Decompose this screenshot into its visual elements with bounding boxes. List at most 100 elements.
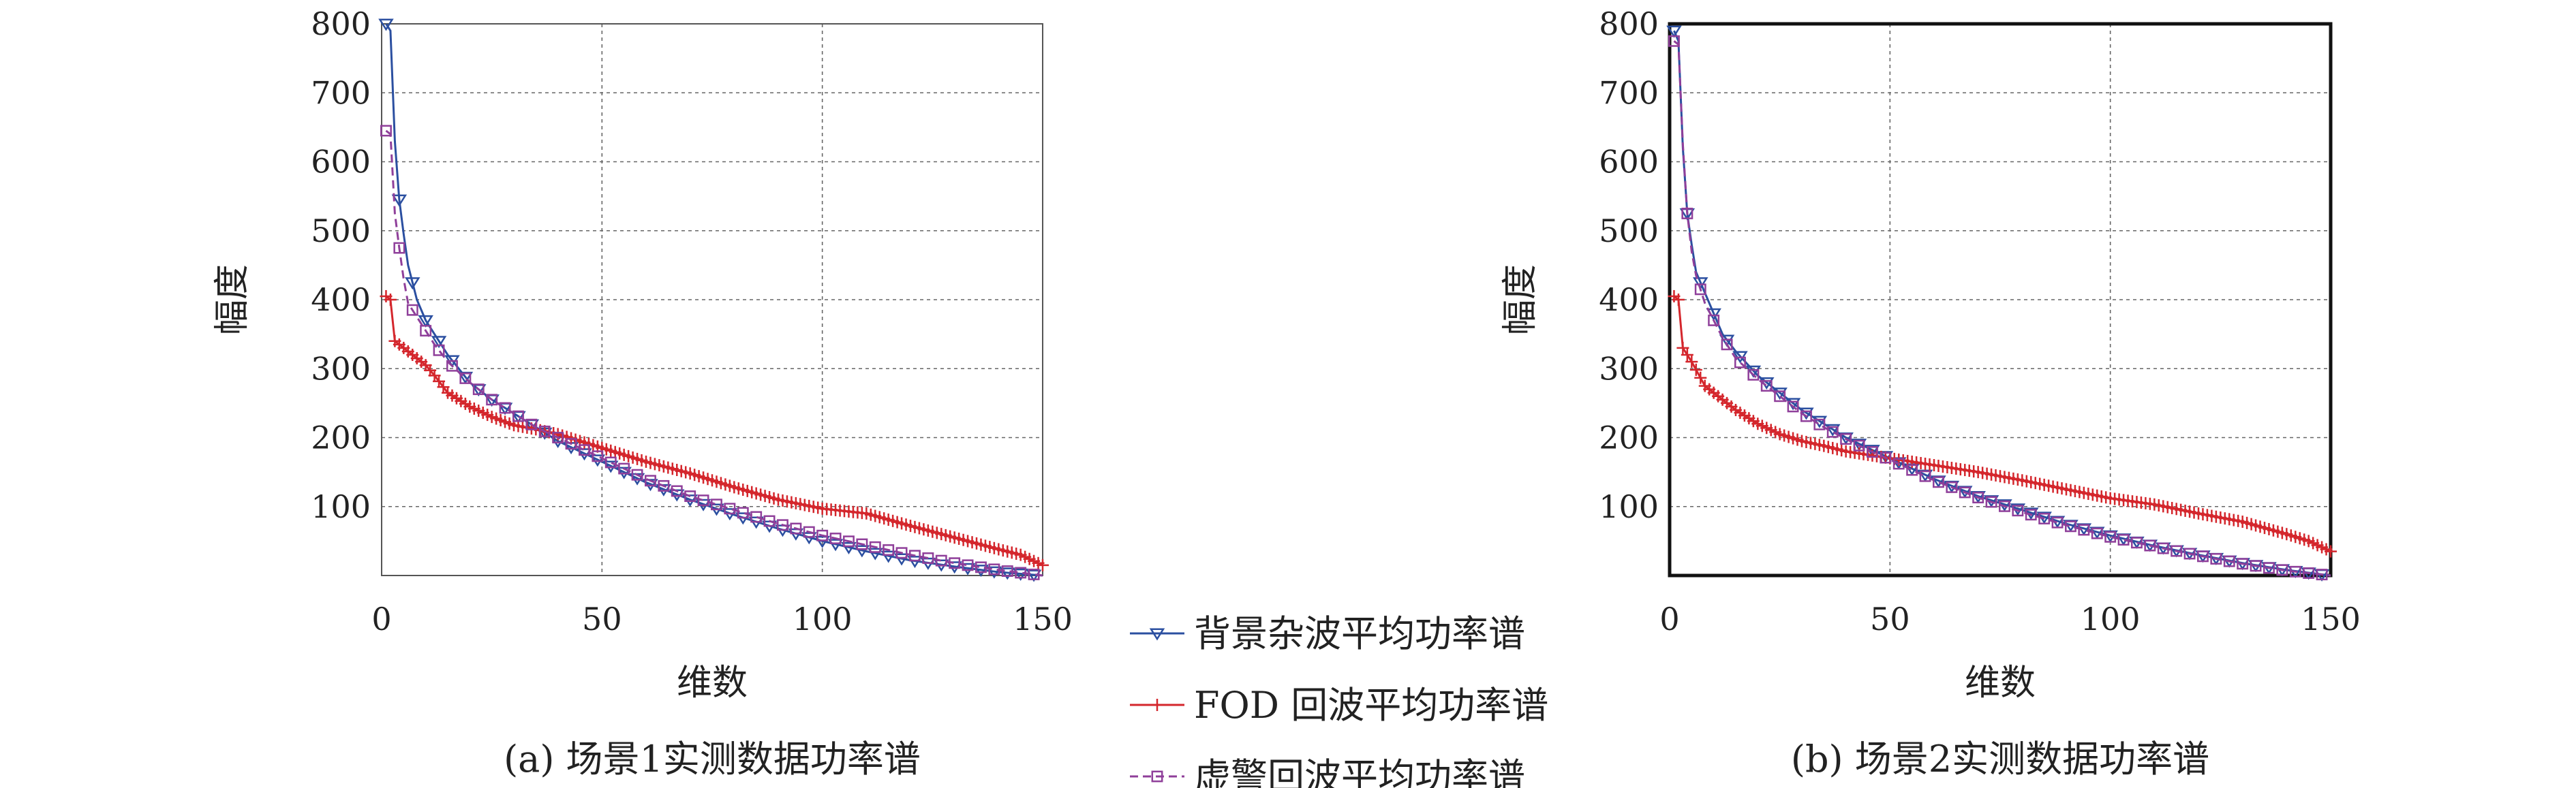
data-point-marker xyxy=(512,410,524,422)
legend-label: FOD 回波平均功率谱 xyxy=(1194,684,1548,727)
square-icon xyxy=(1151,770,1163,783)
series-line-2 xyxy=(385,295,1043,567)
y-axis-title: 幅度 xyxy=(1500,264,1541,335)
data-point-marker xyxy=(803,526,815,538)
data-point-marker xyxy=(2223,555,2235,567)
data-point-marker xyxy=(1851,439,1867,452)
data-point-marker xyxy=(962,559,974,571)
y-tick-label: 600 xyxy=(1599,144,1659,180)
y-tick-label: 700 xyxy=(1599,74,1659,111)
data-point-marker xyxy=(1880,452,1892,464)
plot-frame xyxy=(1668,22,2333,578)
data-point-marker xyxy=(1760,380,1773,392)
x-axis-title: 维数 xyxy=(1965,663,2036,704)
data-point-marker xyxy=(1985,496,1997,508)
data-point-marker xyxy=(1015,567,1027,579)
x-axis-title: 维数 xyxy=(677,663,748,704)
data-point-marker xyxy=(1685,356,1698,368)
data-point-marker xyxy=(880,550,896,563)
data-point-marker xyxy=(486,394,498,406)
data-point-marker xyxy=(1694,283,1706,296)
data-point-marker xyxy=(2157,542,2169,554)
data-point-marker xyxy=(750,511,763,523)
series-line-2 xyxy=(1673,295,2331,552)
data-point-marker xyxy=(854,545,870,558)
data-point-marker xyxy=(988,563,1000,576)
data-point-marker xyxy=(697,494,709,507)
data-point-marker xyxy=(895,547,908,559)
data-point-marker xyxy=(763,515,776,527)
x-tick-label: 100 xyxy=(793,601,853,637)
data-point-marker xyxy=(1734,356,1746,368)
panel-caption: (a) 场景1实测数据功率谱 xyxy=(504,738,921,781)
data-point-marker xyxy=(1933,476,1944,488)
x-tick-label: 0 xyxy=(371,601,391,637)
data-point-marker xyxy=(841,541,857,554)
data-point-marker xyxy=(592,450,604,462)
data-point-marker xyxy=(816,529,829,541)
y-tick-label: 600 xyxy=(311,144,371,180)
y-tick-label: 100 xyxy=(1599,488,1659,525)
data-point-marker xyxy=(538,425,551,437)
y-axis-title: 幅度 xyxy=(212,264,253,335)
data-point-marker xyxy=(737,507,749,519)
data-point-marker xyxy=(579,444,590,456)
triangle-down-icon xyxy=(1149,628,1165,641)
data-point-marker xyxy=(565,438,577,450)
y-tick-label: 200 xyxy=(1599,420,1659,456)
data-point-marker xyxy=(1867,446,1878,458)
data-point-marker xyxy=(909,550,921,562)
data-point-marker xyxy=(2197,550,2209,563)
data-point-marker xyxy=(814,535,830,548)
data-point-marker xyxy=(2117,534,2130,546)
data-point-marker xyxy=(949,557,961,569)
data-point-marker xyxy=(2171,545,2183,557)
data-point-marker xyxy=(1694,371,1707,384)
data-point-marker xyxy=(777,519,788,531)
y-tick-label: 800 xyxy=(1599,5,1659,42)
data-point-marker xyxy=(1681,207,1693,219)
data-point-marker xyxy=(1668,35,1680,47)
data-point-marker xyxy=(2078,524,2090,536)
data-point-marker xyxy=(1672,294,1685,306)
data-point-marker xyxy=(2325,545,2337,558)
data-point-marker xyxy=(1785,398,1801,411)
y-tick-label: 500 xyxy=(1599,212,1659,249)
data-point-marker xyxy=(724,503,736,515)
data-point-marker xyxy=(2025,509,2037,521)
data-point-marker xyxy=(883,544,895,556)
data-point-marker xyxy=(2210,553,2222,565)
x-tick-label: 50 xyxy=(582,601,622,637)
data-point-marker xyxy=(618,462,630,475)
data-point-marker xyxy=(1800,410,1812,422)
y-tick-label: 700 xyxy=(311,74,371,111)
data-point-marker xyxy=(1906,464,1918,476)
legend-label: 背景杂波平均功率谱 xyxy=(1194,612,1525,655)
y-tick-label: 200 xyxy=(311,420,371,456)
x-tick-label: 150 xyxy=(2301,601,2361,637)
data-point-marker xyxy=(393,242,405,254)
data-point-marker xyxy=(1747,368,1760,381)
data-point-marker xyxy=(843,535,855,548)
data-point-marker xyxy=(1825,424,1841,437)
data-point-marker xyxy=(1774,390,1786,403)
chart-panel-a: 0 50 100 150 100 200 300 400 500 600 700 800 维数 幅度 (a)… xyxy=(212,5,1073,781)
data-point-marker xyxy=(1892,458,1905,470)
data-point-marker xyxy=(2038,513,2051,524)
data-point-marker xyxy=(2263,562,2275,574)
series-markers-2 xyxy=(1668,289,2337,558)
series-markers-3 xyxy=(380,125,1040,580)
data-point-marker xyxy=(829,533,842,544)
chart-panel-b: 0 50 100 150 100 200 300 400 500 600 700 800 维数 幅度 (b)… xyxy=(1500,5,2361,781)
plot-frame xyxy=(381,23,1043,576)
data-point-marker xyxy=(391,194,408,207)
data-point-marker xyxy=(684,490,696,503)
data-point-marker xyxy=(418,315,433,328)
data-point-marker xyxy=(868,548,883,561)
data-point-marker xyxy=(1853,439,1865,452)
data-point-marker xyxy=(1972,492,1984,504)
data-point-marker xyxy=(790,522,802,535)
data-point-marker xyxy=(2250,560,2262,572)
